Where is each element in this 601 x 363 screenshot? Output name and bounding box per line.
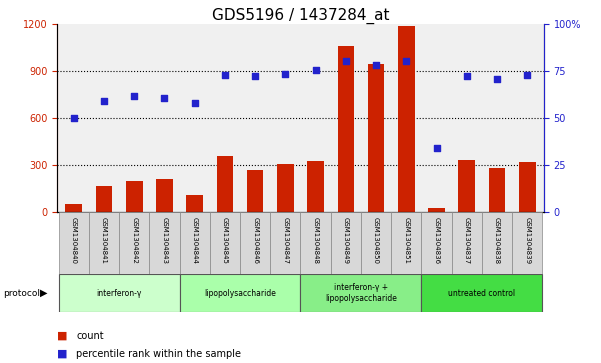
Text: GSM1304851: GSM1304851 xyxy=(403,217,409,264)
Point xyxy=(160,95,169,101)
Bar xyxy=(391,212,421,274)
Text: GSM1304847: GSM1304847 xyxy=(282,217,288,264)
Point xyxy=(251,73,260,78)
Bar xyxy=(429,208,445,212)
Text: GSM1304845: GSM1304845 xyxy=(222,217,228,264)
Text: GSM1304839: GSM1304839 xyxy=(524,217,530,264)
Text: ▶: ▶ xyxy=(40,288,47,298)
Bar xyxy=(512,212,542,274)
Bar xyxy=(277,164,294,212)
Text: GSM1304840: GSM1304840 xyxy=(71,217,77,264)
Bar xyxy=(186,195,203,212)
Bar xyxy=(421,274,542,312)
Point xyxy=(371,62,381,68)
Point xyxy=(281,71,290,77)
Bar xyxy=(368,65,385,212)
Bar xyxy=(270,212,300,274)
Text: GSM1304849: GSM1304849 xyxy=(343,217,349,264)
Title: GDS5196 / 1437284_at: GDS5196 / 1437284_at xyxy=(212,7,389,24)
Text: GSM1304836: GSM1304836 xyxy=(433,217,439,264)
Text: interferon-γ +
lipopolysaccharide: interferon-γ + lipopolysaccharide xyxy=(325,284,397,303)
Bar xyxy=(180,212,210,274)
Bar xyxy=(119,212,149,274)
Point xyxy=(190,100,200,106)
Point xyxy=(129,93,139,99)
Text: GSM1304842: GSM1304842 xyxy=(131,217,137,264)
Point xyxy=(492,77,502,82)
Bar xyxy=(338,46,354,212)
Bar xyxy=(210,212,240,274)
Point xyxy=(220,72,230,78)
Bar xyxy=(519,162,535,212)
Point xyxy=(341,58,350,64)
Point xyxy=(69,115,79,121)
Text: GSM1304843: GSM1304843 xyxy=(162,217,168,264)
Text: interferon-γ: interferon-γ xyxy=(96,289,142,298)
Bar xyxy=(66,204,82,212)
Bar xyxy=(59,274,180,312)
Text: GSM1304850: GSM1304850 xyxy=(373,217,379,264)
Bar xyxy=(361,212,391,274)
Point xyxy=(522,72,532,78)
Bar xyxy=(216,156,233,212)
Bar xyxy=(421,212,452,274)
Bar xyxy=(482,212,512,274)
Point xyxy=(99,98,109,103)
Bar xyxy=(459,160,475,212)
Bar xyxy=(149,212,180,274)
Text: GSM1304844: GSM1304844 xyxy=(192,217,198,264)
Text: GSM1304848: GSM1304848 xyxy=(313,217,319,264)
Bar xyxy=(59,212,89,274)
Text: percentile rank within the sample: percentile rank within the sample xyxy=(76,349,242,359)
Bar xyxy=(489,167,505,212)
Text: GSM1304841: GSM1304841 xyxy=(101,217,107,264)
Text: untreated control: untreated control xyxy=(448,289,516,298)
Bar xyxy=(156,179,172,212)
Text: ■: ■ xyxy=(57,349,67,359)
Bar xyxy=(240,212,270,274)
Point xyxy=(401,58,411,64)
Text: protocol: protocol xyxy=(3,289,40,298)
Point xyxy=(462,73,472,79)
Bar xyxy=(96,185,112,212)
Point xyxy=(432,145,441,151)
Bar xyxy=(307,161,324,212)
Text: ■: ■ xyxy=(57,331,67,341)
Bar xyxy=(300,212,331,274)
Bar xyxy=(126,181,142,212)
Text: GSM1304838: GSM1304838 xyxy=(494,217,500,264)
Bar xyxy=(331,212,361,274)
Bar xyxy=(452,212,482,274)
Text: lipopolysaccharide: lipopolysaccharide xyxy=(204,289,276,298)
Text: count: count xyxy=(76,331,104,341)
Bar xyxy=(89,212,119,274)
Bar xyxy=(300,274,421,312)
Bar xyxy=(398,26,415,212)
Bar xyxy=(247,170,263,212)
Text: GSM1304846: GSM1304846 xyxy=(252,217,258,264)
Point xyxy=(311,67,320,73)
Bar xyxy=(180,274,300,312)
Text: GSM1304837: GSM1304837 xyxy=(464,217,470,264)
